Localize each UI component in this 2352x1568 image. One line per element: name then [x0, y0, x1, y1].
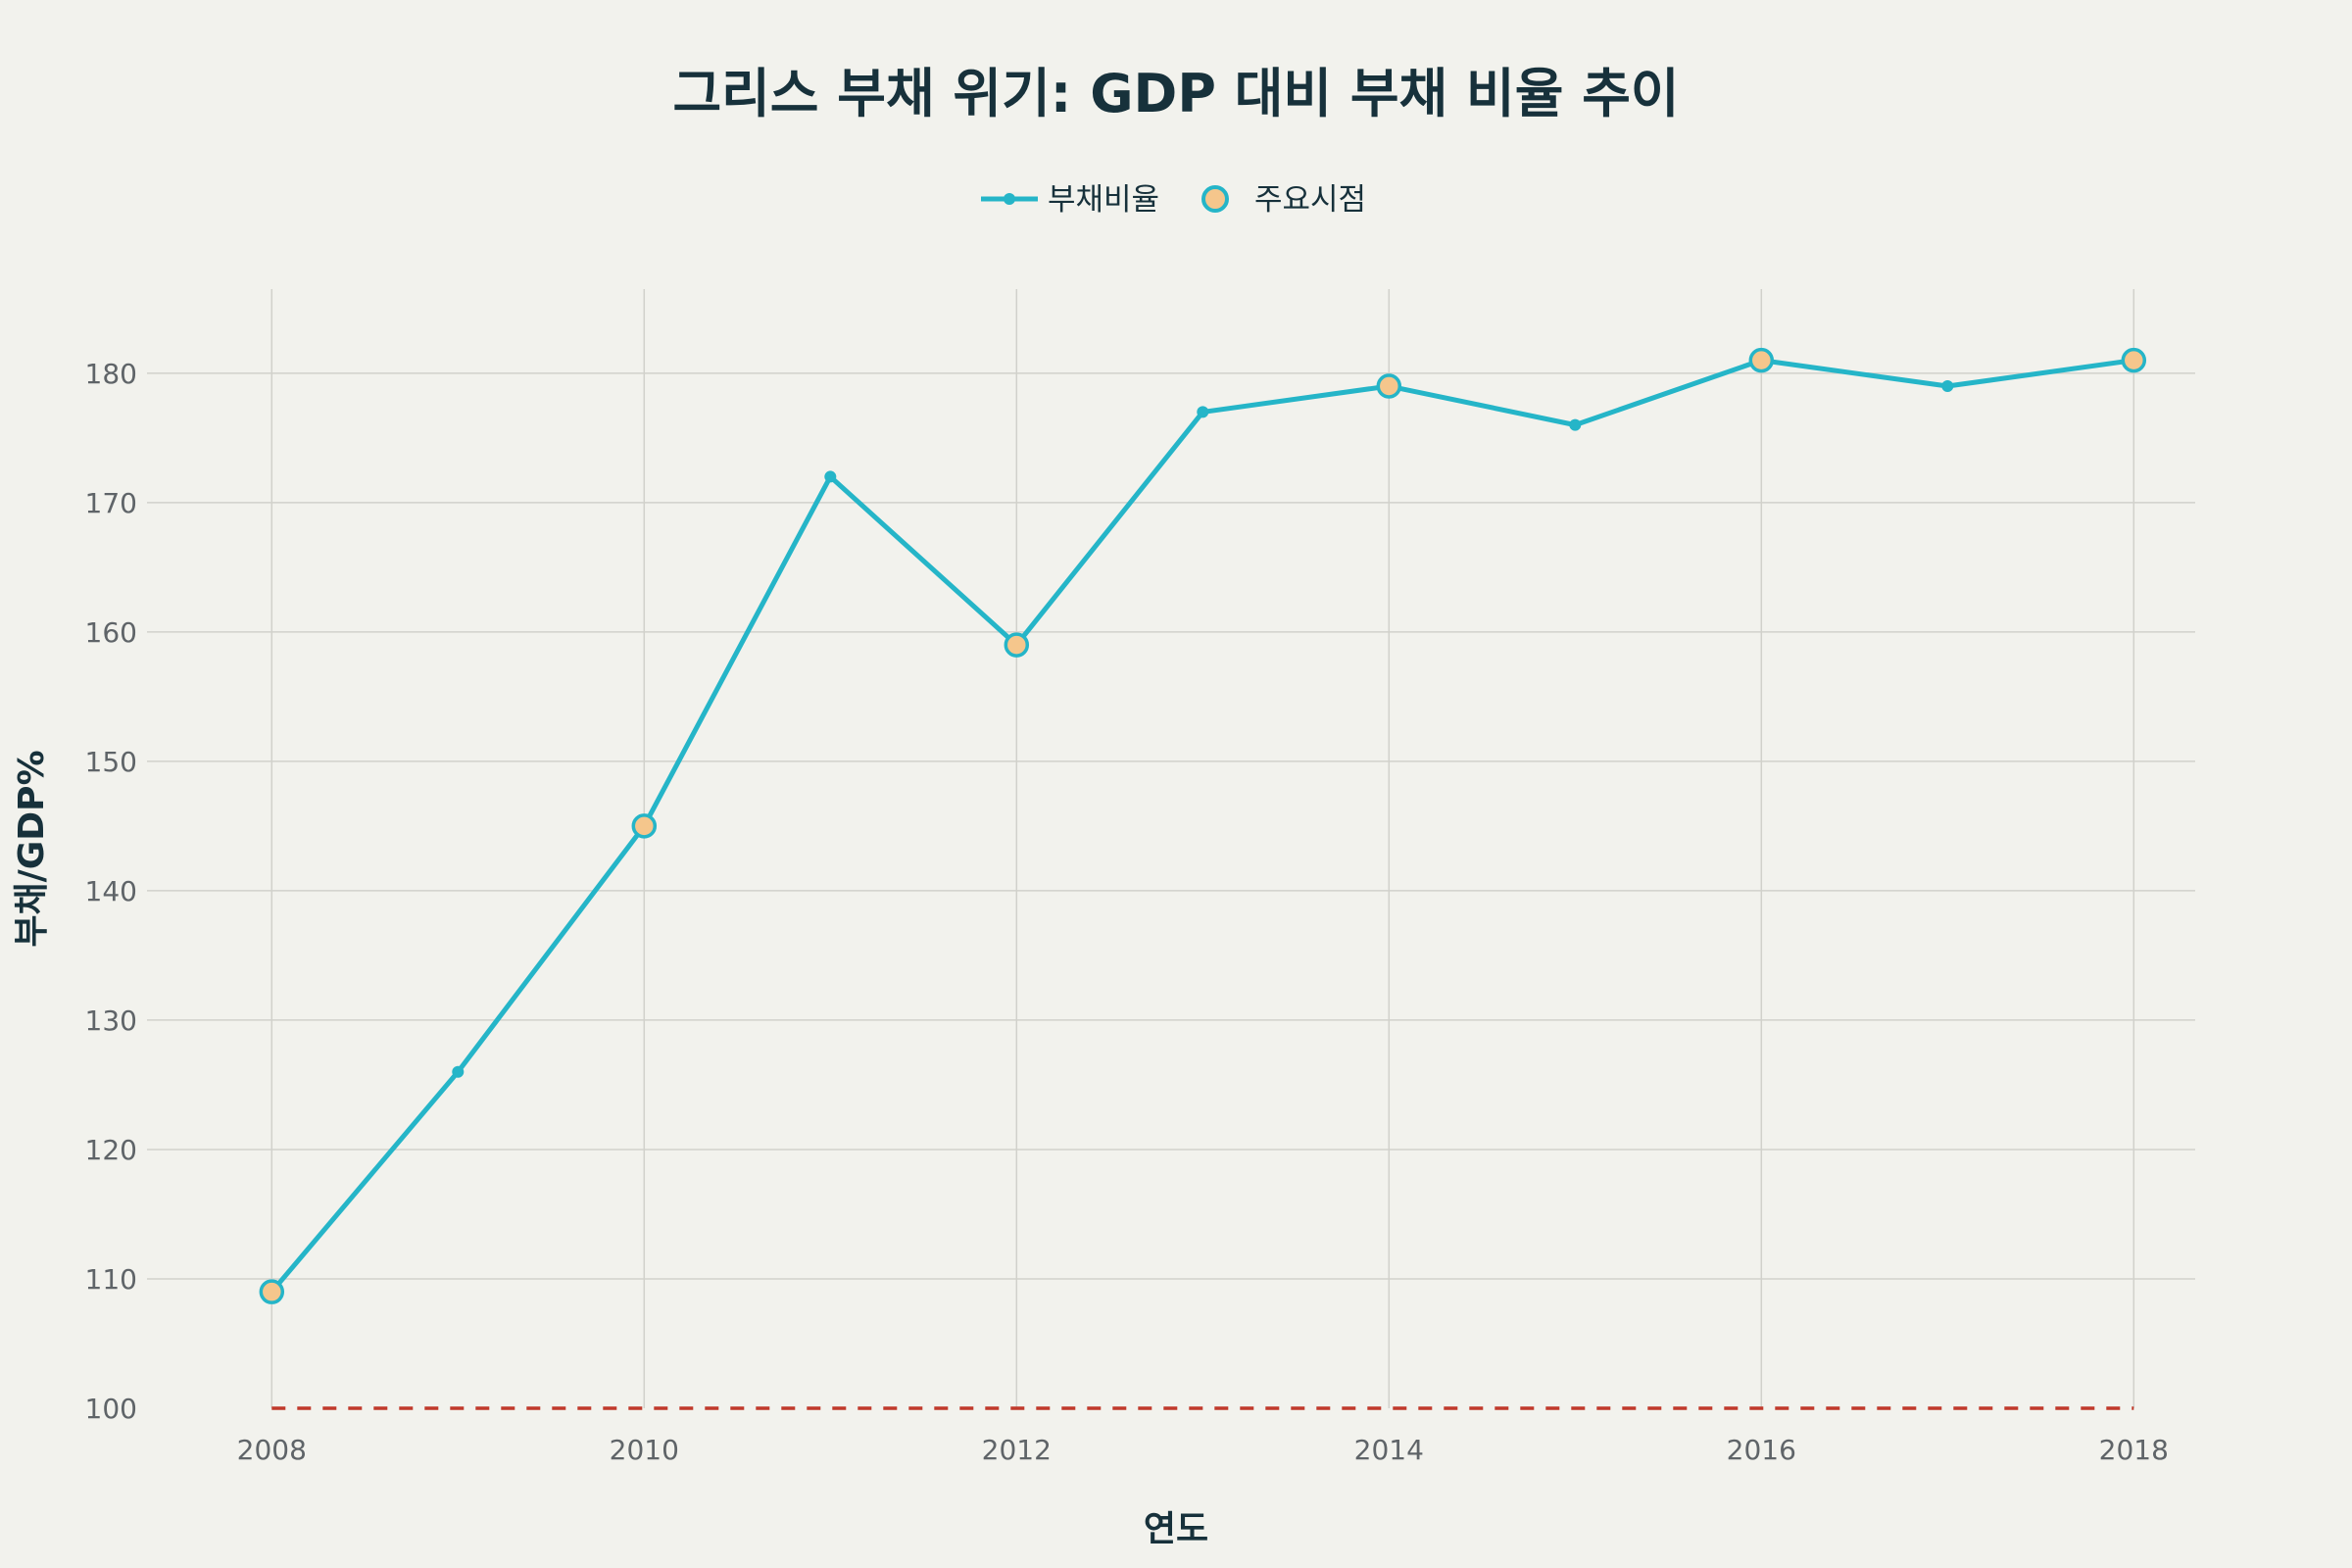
series-points-group	[266, 354, 2140, 1298]
key-point-2010	[631, 813, 658, 839]
legend-item-key-points[interactable]: 주요시점	[1201, 182, 1366, 218]
series-line	[269, 358, 2136, 1295]
x-tick-label-2014: 2014	[1354, 1434, 1424, 1466]
x-tick-label-2016: 2016	[1727, 1434, 1796, 1466]
x-tick-labels: 2008 2010 2012 2014 2016 2018	[237, 1434, 2169, 1466]
key-point-2008	[259, 1279, 285, 1304]
key-point-2012	[1004, 632, 1030, 658]
y-tick-labels: 100 110 120 130 140 150 160 170 180	[85, 358, 137, 1425]
y-tick-label-130: 130	[85, 1004, 137, 1037]
legend-marker-swatch	[1201, 185, 1229, 213]
y-tick-label-120: 120	[85, 1134, 137, 1166]
y-tick-label-150: 150	[85, 746, 137, 778]
key-point-2016	[1748, 347, 1775, 373]
key-point-2014	[1376, 373, 1402, 399]
key-point-2018	[2121, 347, 2147, 373]
y-tick-label-110: 110	[85, 1263, 137, 1296]
legend-label-key-points: 주요시점	[1254, 182, 1366, 218]
data-point-2017	[1941, 380, 1954, 393]
chart-title: 그리스 부채 위기: GDP 대비 부채 비율 추이	[672, 63, 1679, 124]
y-gridlines	[147, 372, 2195, 1280]
y-axis-title: 부채/GDP%	[12, 750, 52, 947]
x-tick-label-2008: 2008	[237, 1434, 307, 1466]
legend-label-debt-ratio: 부채비율	[1048, 182, 1159, 218]
data-point-2013	[1197, 406, 1209, 418]
legend[interactable]: 부채비율 주요시점	[981, 182, 1366, 218]
key-points-group	[259, 347, 2147, 1304]
y-tick-label-180: 180	[85, 358, 137, 390]
legend-line-marker	[1004, 193, 1015, 205]
data-point-2009	[452, 1065, 465, 1078]
x-tick-label-2018: 2018	[2099, 1434, 2169, 1466]
x-gridlines	[270, 289, 2135, 1408]
series-line-group	[269, 358, 2136, 1295]
x-tick-label-2010: 2010	[610, 1434, 679, 1466]
x-tick-label-2012: 2012	[982, 1434, 1052, 1466]
y-tick-label-100: 100	[85, 1393, 137, 1425]
data-point-2015	[1569, 418, 1582, 431]
data-point-2011	[824, 470, 837, 483]
legend-item-debt-ratio[interactable]: 부채비율	[981, 182, 1159, 218]
y-tick-label-160: 160	[85, 616, 137, 649]
x-axis-title: 연도	[1144, 1509, 1208, 1549]
y-tick-label-170: 170	[85, 487, 137, 519]
y-tick-label-140: 140	[85, 875, 137, 907]
